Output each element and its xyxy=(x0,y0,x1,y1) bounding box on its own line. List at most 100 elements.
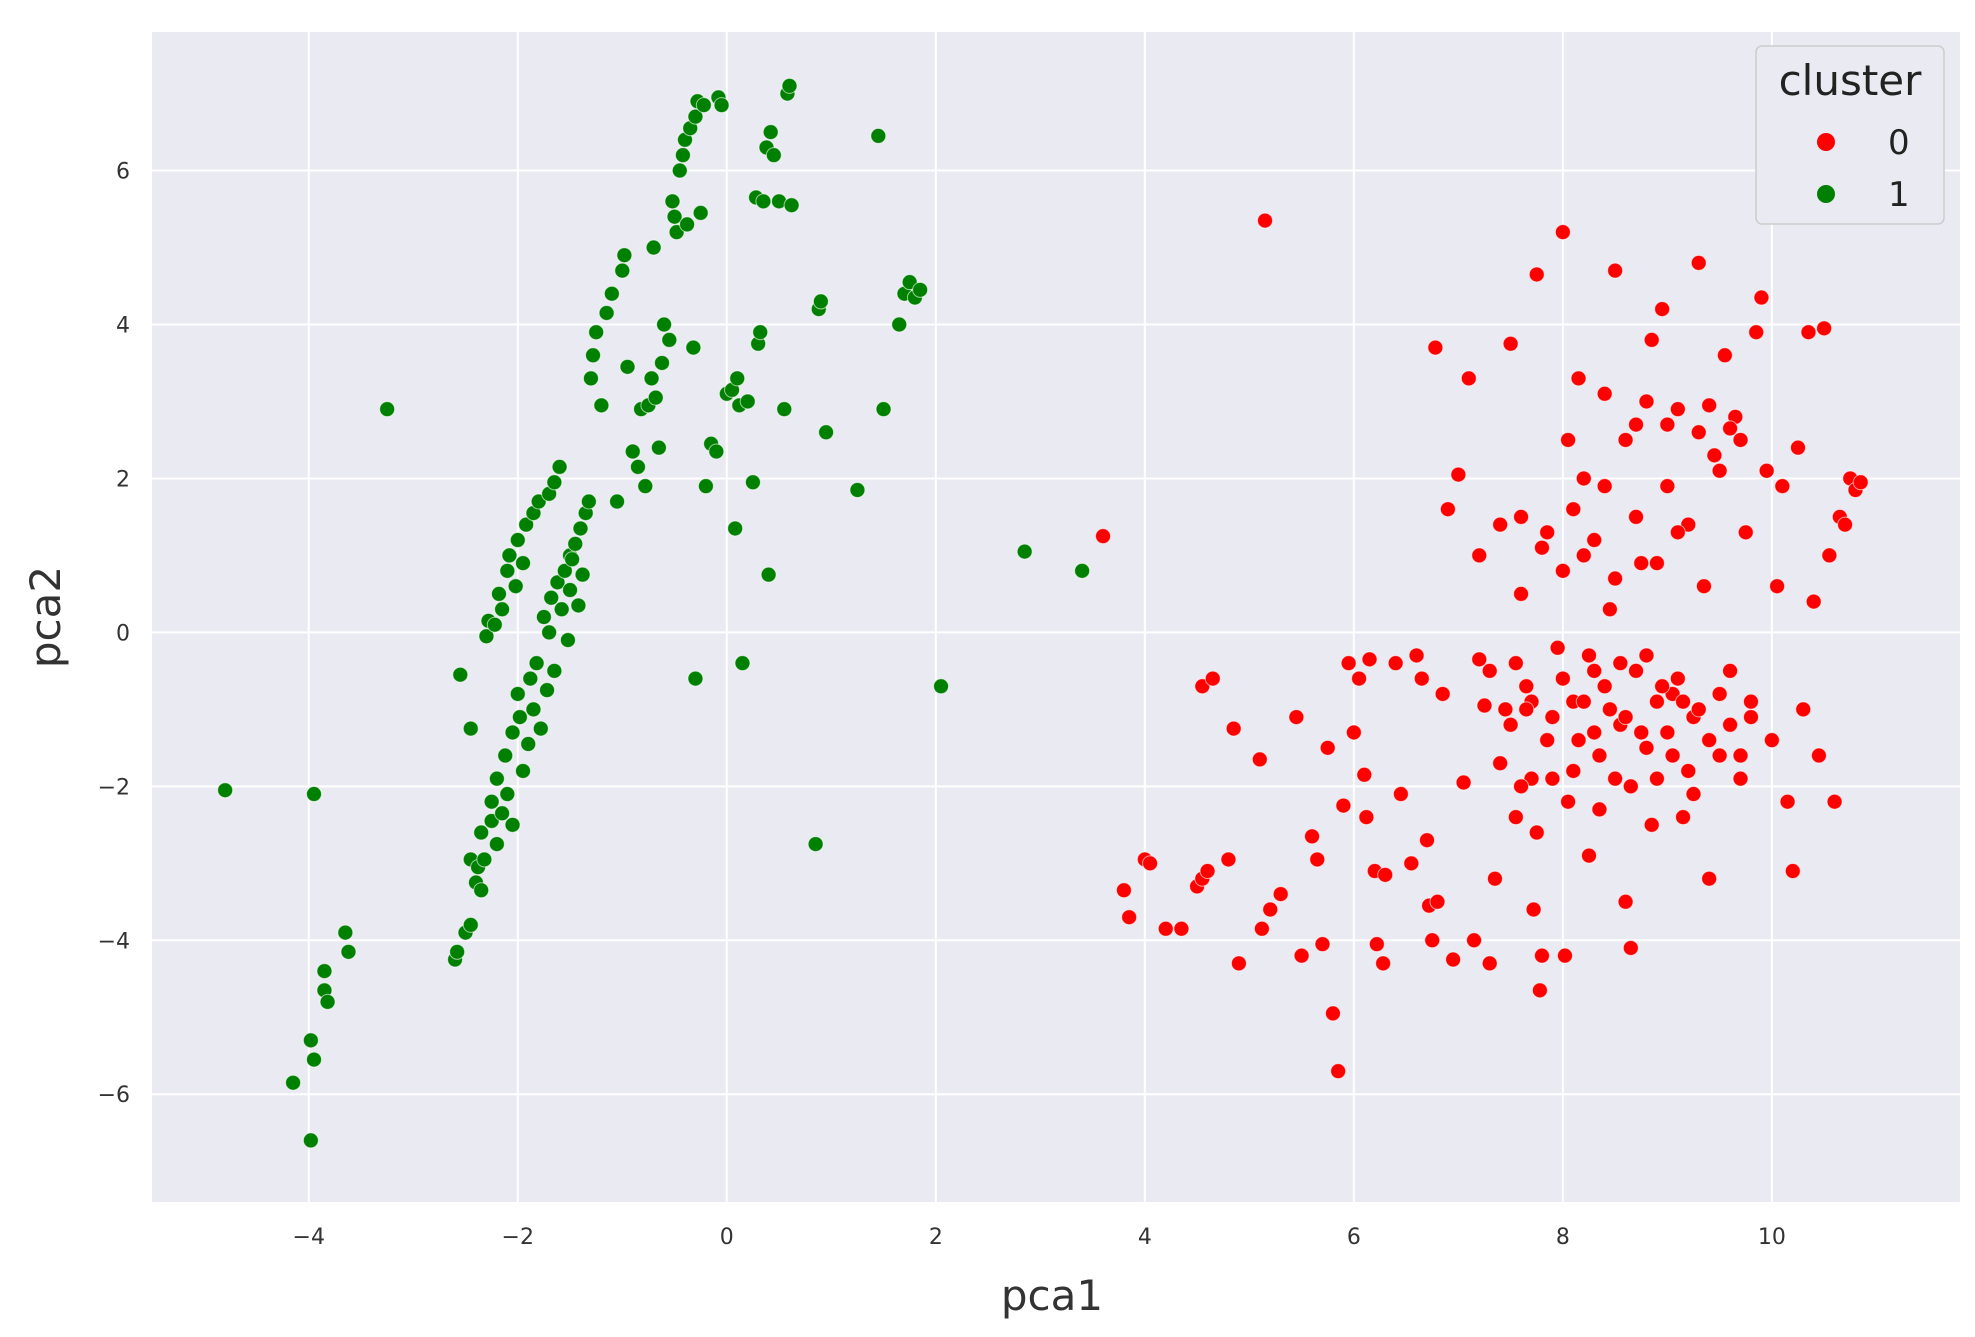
data-point-cluster-1 xyxy=(664,193,681,210)
data-point-cluster-0 xyxy=(1565,501,1582,518)
data-point-cluster-0 xyxy=(1533,539,1550,556)
data-point-cluster-0 xyxy=(1251,751,1268,768)
data-point-cluster-1 xyxy=(619,358,636,375)
data-point-cluster-0 xyxy=(1669,401,1686,418)
data-point-cluster-1 xyxy=(580,493,597,510)
data-point-cluster-1 xyxy=(488,836,505,853)
data-point-cluster-0 xyxy=(1633,555,1650,572)
data-point-cluster-0 xyxy=(1701,870,1718,887)
data-point-cluster-1 xyxy=(462,720,479,737)
data-point-cluster-0 xyxy=(1659,416,1676,433)
data-point-cluster-0 xyxy=(1711,747,1728,764)
data-point-cluster-0 xyxy=(1507,809,1524,826)
data-points xyxy=(217,77,1869,1149)
data-point-cluster-0 xyxy=(1471,651,1488,668)
data-point-cluster-0 xyxy=(1408,647,1425,664)
data-point-cluster-1 xyxy=(511,709,528,726)
data-point-cluster-1 xyxy=(559,632,576,649)
data-point-cluster-0 xyxy=(1779,793,1796,810)
data-point-cluster-1 xyxy=(539,682,556,699)
data-point-cluster-0 xyxy=(1607,262,1624,279)
data-point-cluster-0 xyxy=(1753,289,1770,306)
data-point-cluster-1 xyxy=(509,532,526,549)
data-point-cluster-0 xyxy=(1445,951,1462,968)
data-point-cluster-0 xyxy=(1539,732,1556,749)
data-point-cluster-1 xyxy=(661,331,678,348)
data-point-cluster-0 xyxy=(1492,755,1509,772)
data-point-cluster-0 xyxy=(1774,478,1791,495)
data-point-cluster-1 xyxy=(807,836,824,853)
data-point-cluster-0 xyxy=(1643,816,1660,833)
data-point-cluster-1 xyxy=(525,701,542,718)
data-point-cluster-0 xyxy=(1675,809,1692,826)
data-point-cluster-0 xyxy=(1732,770,1749,787)
data-point-cluster-0 xyxy=(1810,747,1827,764)
data-point-cluster-0 xyxy=(1628,662,1645,679)
data-point-cluster-1 xyxy=(528,655,545,672)
data-point-cluster-1 xyxy=(1016,543,1033,560)
data-point-cluster-0 xyxy=(1575,547,1592,564)
data-point-cluster-0 xyxy=(1486,870,1503,887)
data-point-cluster-1 xyxy=(494,805,511,822)
data-point-cluster-0 xyxy=(1497,701,1514,718)
data-point-cluster-0 xyxy=(1525,901,1542,918)
data-point-cluster-0 xyxy=(1518,678,1535,695)
y-tick-label: 0 xyxy=(116,621,130,646)
data-point-cluster-0 xyxy=(1732,431,1749,448)
data-point-cluster-0 xyxy=(1711,462,1728,479)
data-point-cluster-0 xyxy=(1319,739,1336,756)
data-point-cluster-0 xyxy=(1607,570,1624,587)
data-point-cluster-0 xyxy=(1742,693,1759,710)
legend-box xyxy=(1755,45,1945,225)
data-point-cluster-0 xyxy=(1481,662,1498,679)
data-point-cluster-0 xyxy=(1612,655,1629,672)
data-point-cluster-0 xyxy=(1570,732,1587,749)
data-point-cluster-1 xyxy=(570,597,587,614)
y-axis-label: pca2 xyxy=(21,566,70,668)
data-point-cluster-1 xyxy=(546,474,563,491)
data-point-cluster-0 xyxy=(1257,212,1274,229)
data-point-cluster-0 xyxy=(1356,766,1373,783)
data-point-cluster-1 xyxy=(734,655,751,672)
data-point-cluster-0 xyxy=(1722,420,1739,437)
data-point-cluster-0 xyxy=(1685,786,1702,803)
data-point-cluster-0 xyxy=(1502,335,1519,352)
data-point-cluster-1 xyxy=(462,916,479,933)
data-point-cluster-0 xyxy=(1628,416,1645,433)
data-point-cluster-0 xyxy=(1633,724,1650,741)
data-point-cluster-0 xyxy=(1304,828,1321,845)
data-point-cluster-0 xyxy=(1638,647,1655,664)
data-point-cluster-0 xyxy=(1272,886,1289,903)
data-point-cluster-0 xyxy=(1617,431,1634,448)
data-point-cluster-0 xyxy=(1591,801,1608,818)
data-point-cluster-0 xyxy=(1340,655,1357,672)
y-tick-label: −4 xyxy=(98,929,130,954)
y-tick-label: 4 xyxy=(116,314,130,339)
data-point-cluster-1 xyxy=(812,293,829,310)
data-point-cluster-1 xyxy=(645,239,662,256)
data-point-cluster-1 xyxy=(637,478,654,495)
data-point-cluster-0 xyxy=(1690,701,1707,718)
data-point-cluster-1 xyxy=(499,786,516,803)
data-point-cluster-0 xyxy=(1476,697,1493,714)
data-point-cluster-1 xyxy=(494,601,511,618)
data-point-cluster-0 xyxy=(1690,254,1707,271)
legend-marker-0 xyxy=(1817,133,1835,151)
data-point-cluster-0 xyxy=(1095,528,1112,545)
data-point-cluster-0 xyxy=(1622,778,1639,795)
x-tick-label: 8 xyxy=(1556,1225,1570,1250)
data-point-cluster-1 xyxy=(650,439,667,456)
data-point-cluster-1 xyxy=(499,562,516,579)
data-point-cluster-1 xyxy=(692,204,709,221)
legend: cluster 0 1 xyxy=(1755,45,1945,225)
data-point-cluster-0 xyxy=(1737,524,1754,541)
data-point-cluster-1 xyxy=(765,147,782,164)
data-point-cluster-0 xyxy=(1607,770,1624,787)
data-point-cluster-0 xyxy=(1455,774,1472,791)
data-point-cluster-1 xyxy=(783,197,800,214)
data-point-cluster-0 xyxy=(1659,724,1676,741)
x-tick-label: 2 xyxy=(929,1225,943,1250)
data-point-cluster-0 xyxy=(1628,508,1645,525)
